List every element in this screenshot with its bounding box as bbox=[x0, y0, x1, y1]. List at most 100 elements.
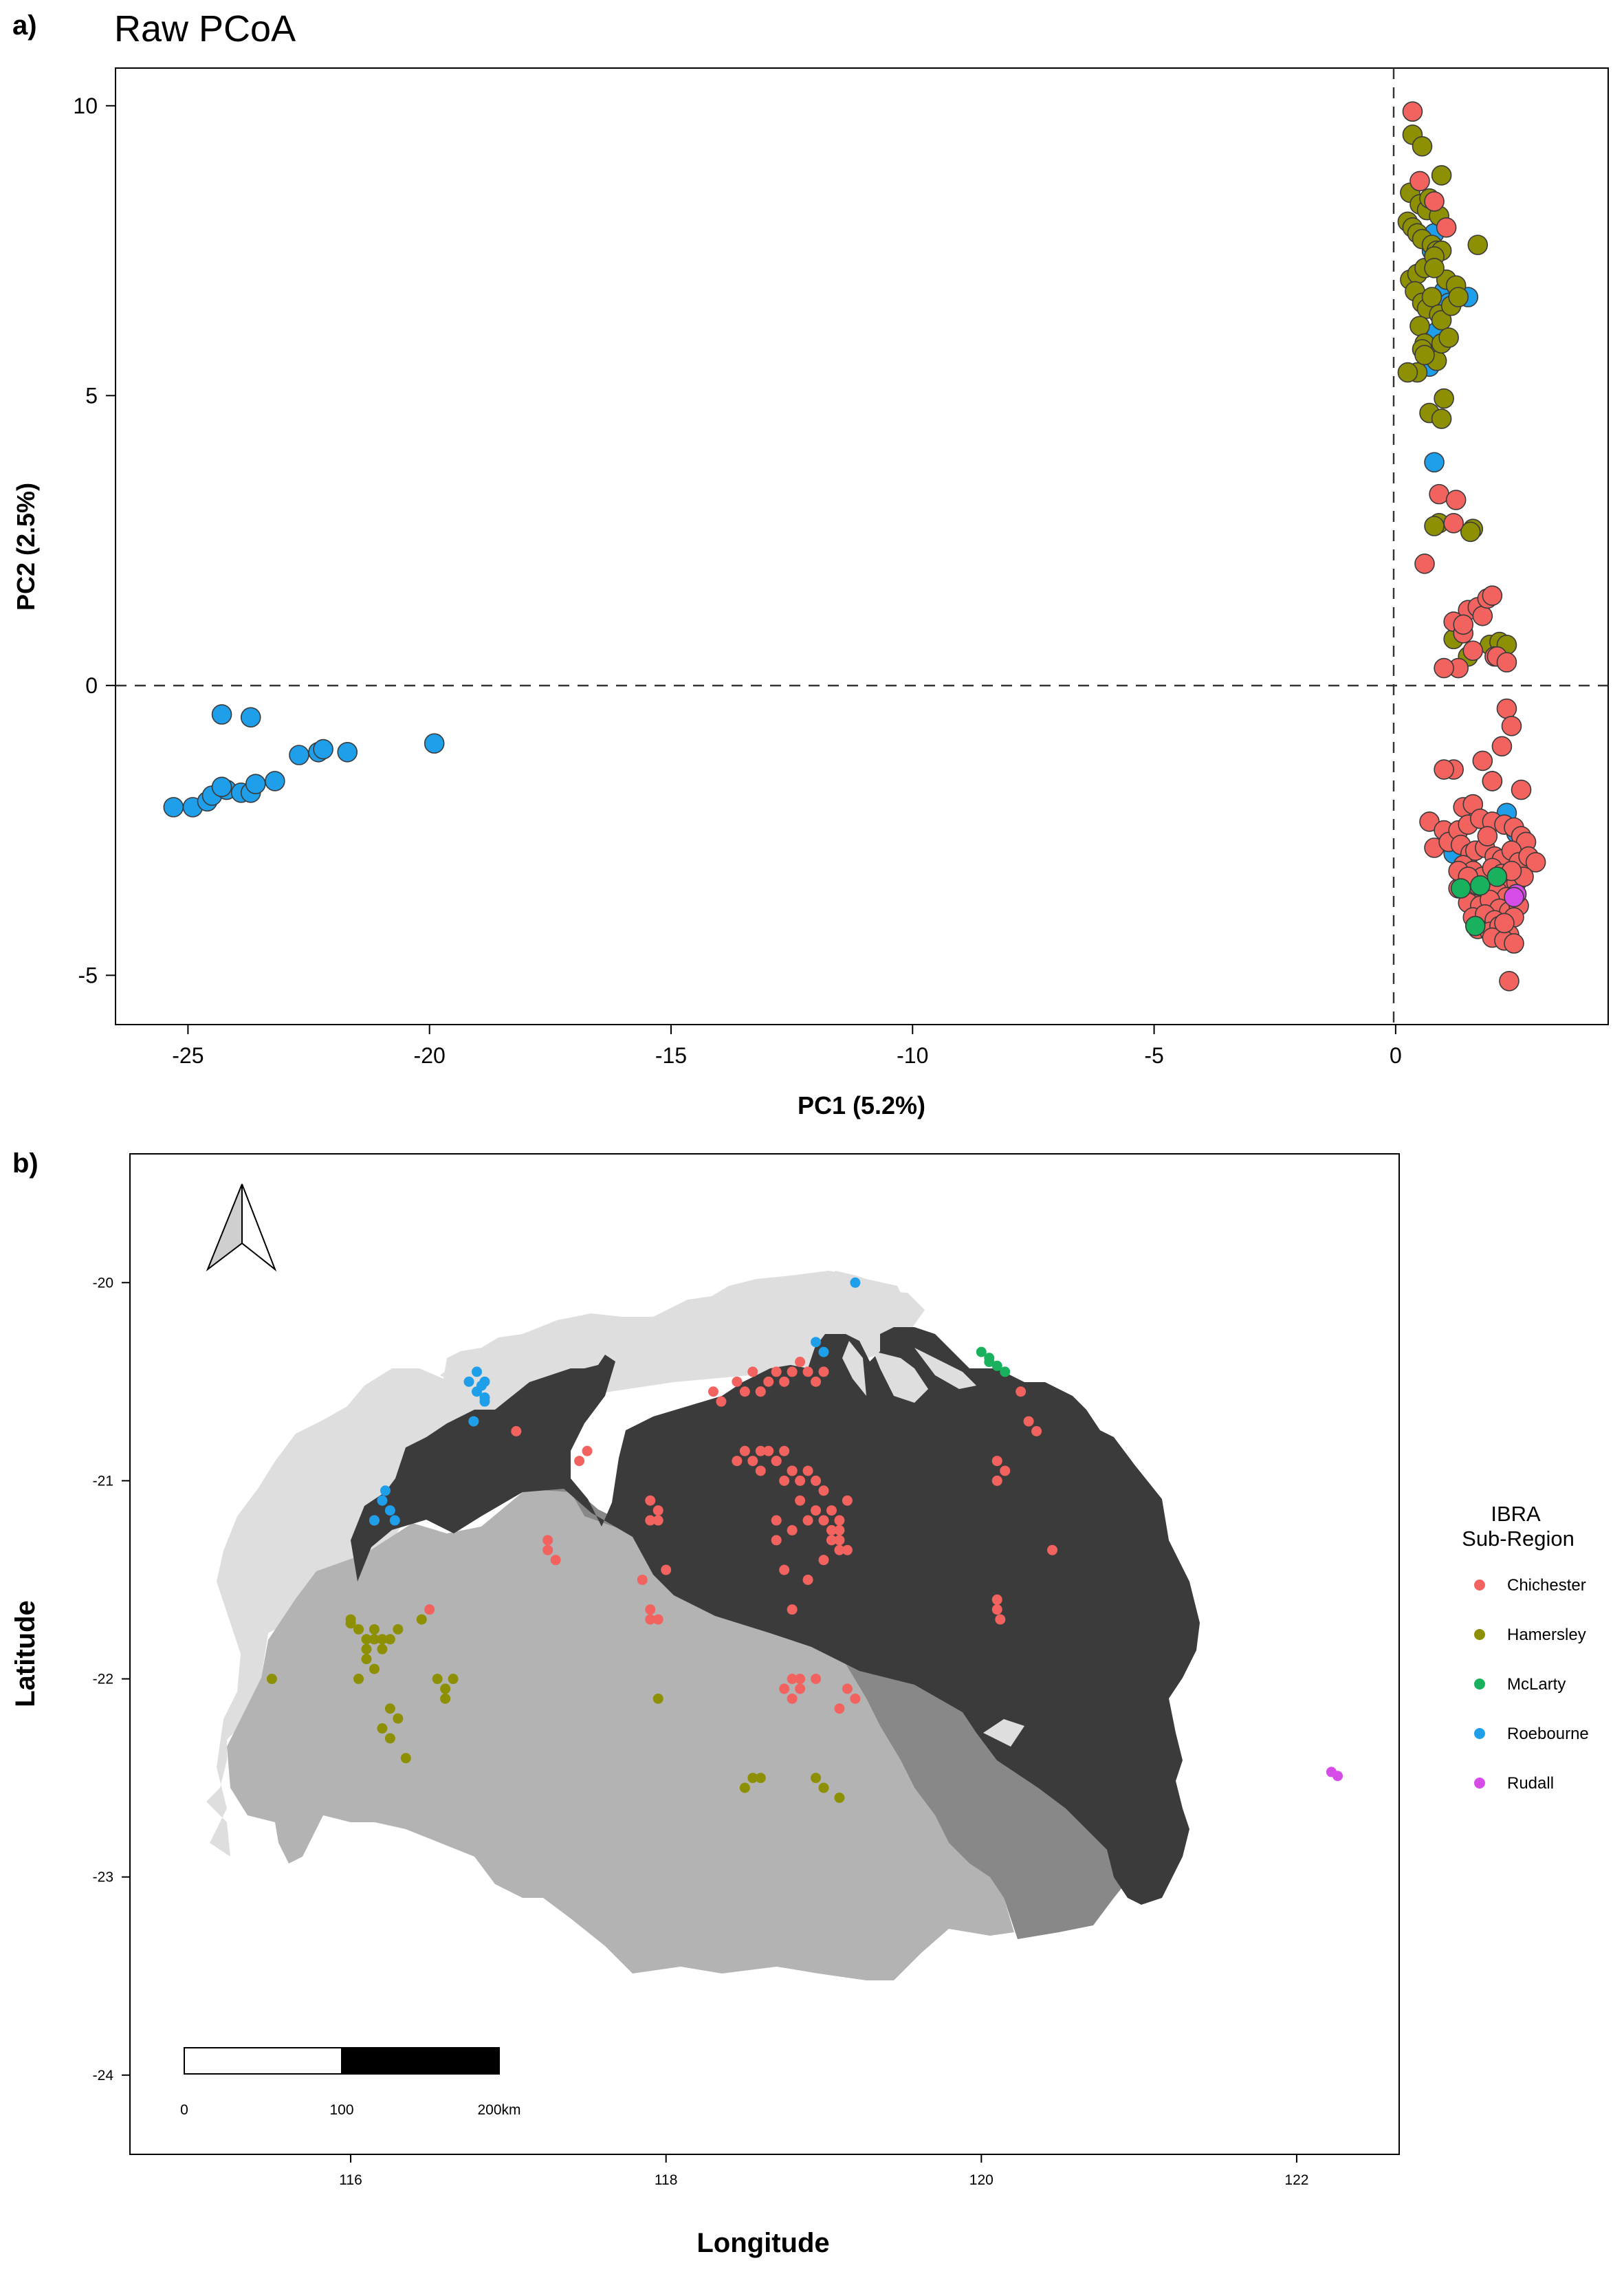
legend-swatch-mclarty bbox=[1474, 1679, 1485, 1690]
legend-swatch-rudall bbox=[1474, 1778, 1485, 1789]
pcoa-point bbox=[1482, 771, 1503, 791]
map-point bbox=[542, 1544, 553, 1555]
map-point bbox=[818, 1346, 829, 1357]
map-point bbox=[361, 1643, 372, 1654]
pcoa-point bbox=[337, 741, 358, 763]
pcoa-point bbox=[1470, 875, 1491, 896]
map-x-label: Longitude bbox=[696, 2228, 829, 2258]
pcoa-point bbox=[1482, 585, 1503, 606]
pcoa-point bbox=[1496, 698, 1517, 719]
legend-label-chichester: Chichester bbox=[1507, 1576, 1586, 1595]
map-point bbox=[266, 1674, 277, 1685]
panel-a-tag: a) bbox=[12, 10, 37, 41]
map-point bbox=[818, 1485, 829, 1496]
map-point bbox=[779, 1475, 790, 1486]
panel-b: b) 0 100 200 bbox=[10, 1148, 1589, 2258]
map-y-tick-label: -24 bbox=[93, 2068, 114, 2084]
pcoa-point bbox=[1499, 970, 1519, 992]
map-point bbox=[1047, 1544, 1058, 1555]
map-point bbox=[991, 1360, 1002, 1371]
pcoa-point bbox=[1412, 136, 1433, 157]
map-point bbox=[471, 1366, 482, 1377]
pcoa-x-tick-label: -20 bbox=[414, 1043, 446, 1068]
map-point bbox=[771, 1366, 782, 1377]
panel-b-tag: b) bbox=[12, 1148, 39, 1179]
map-point bbox=[795, 1683, 806, 1694]
legend-swatch-hamersley bbox=[1474, 1629, 1485, 1640]
map-point bbox=[652, 1515, 663, 1526]
pcoa-y-tick-label: -5 bbox=[78, 963, 98, 987]
pcoa-point bbox=[1402, 101, 1423, 122]
map-x-axis: 116 118 120 122 bbox=[339, 2154, 1308, 2188]
pcoa-x-tick-label: -15 bbox=[655, 1043, 687, 1068]
map-point bbox=[795, 1475, 806, 1486]
pcoa-title: Raw PCoA bbox=[114, 8, 296, 50]
map-point bbox=[1023, 1416, 1034, 1427]
map-point bbox=[732, 1376, 743, 1387]
map-point bbox=[818, 1515, 829, 1526]
map-point bbox=[353, 1623, 364, 1635]
map-y-tick-label: -22 bbox=[93, 1672, 113, 1687]
map-point bbox=[550, 1555, 561, 1566]
map-point bbox=[369, 1634, 380, 1645]
scale-bar: 0 100 200km bbox=[180, 2047, 521, 2118]
map-point bbox=[400, 1753, 411, 1764]
map-point bbox=[1031, 1425, 1042, 1436]
pcoa-point bbox=[163, 797, 184, 818]
pcoa-point bbox=[1429, 483, 1449, 505]
map-point bbox=[369, 1515, 380, 1526]
map-point bbox=[476, 1380, 487, 1391]
map-point bbox=[645, 1604, 656, 1615]
map-point bbox=[991, 1475, 1002, 1486]
map-point bbox=[834, 1535, 845, 1546]
map-point bbox=[811, 1376, 822, 1387]
pcoa-point bbox=[1414, 553, 1435, 574]
map-point bbox=[984, 1353, 995, 1364]
pcoa-y-tick-label: 10 bbox=[73, 94, 98, 118]
pcoa-x-label: PC1 (5.2%) bbox=[798, 1091, 925, 1119]
map-point bbox=[802, 1515, 813, 1526]
pcoa-series-roebourne bbox=[163, 223, 1527, 901]
map-point bbox=[771, 1515, 782, 1526]
legend-swatch-chichester bbox=[1474, 1579, 1485, 1590]
map-point bbox=[645, 1495, 656, 1506]
scale-label-0: 0 bbox=[180, 2102, 188, 2118]
map-point bbox=[779, 1683, 790, 1694]
map-point bbox=[652, 1693, 663, 1704]
map-point bbox=[834, 1524, 845, 1535]
map-point bbox=[384, 1703, 395, 1714]
map-point bbox=[802, 1574, 813, 1585]
map-point bbox=[361, 1654, 372, 1665]
pcoa-x-tick-label: -10 bbox=[897, 1043, 928, 1068]
pcoa-x-tick-label: 0 bbox=[1390, 1043, 1402, 1068]
pcoa-point bbox=[1443, 512, 1464, 534]
legend-title: IBRA Sub-Region bbox=[1462, 1502, 1574, 1551]
map-point bbox=[811, 1475, 822, 1486]
pcoa-point bbox=[1504, 933, 1524, 954]
pcoa-x-tick-label: -5 bbox=[1144, 1043, 1163, 1068]
pcoa-y-tick-label: 0 bbox=[85, 673, 98, 698]
scale-label-100: 100 bbox=[329, 2102, 353, 2118]
map-point bbox=[842, 1683, 853, 1694]
map-point bbox=[739, 1782, 750, 1793]
map-point bbox=[779, 1376, 790, 1387]
pcoa-point bbox=[1445, 490, 1467, 510]
pcoa-point bbox=[1486, 866, 1508, 887]
map-point bbox=[787, 1524, 798, 1535]
pcoa-point bbox=[1453, 614, 1474, 635]
legend-label-roebourne: Roebourne bbox=[1507, 1725, 1589, 1743]
pcoa-point bbox=[1438, 327, 1459, 348]
pcoa-point bbox=[1467, 234, 1489, 255]
pcoa-point bbox=[1448, 287, 1469, 307]
region-hamersley bbox=[227, 1482, 1014, 1980]
map-x-tick-label: 120 bbox=[969, 2172, 994, 2188]
pcoa-point bbox=[1424, 191, 1445, 212]
map-point bbox=[369, 1663, 380, 1674]
pcoa-point bbox=[313, 739, 333, 760]
map-series-roebourne bbox=[369, 1277, 861, 1526]
map-point bbox=[747, 1773, 758, 1784]
map-point bbox=[991, 1456, 1002, 1467]
map-point bbox=[637, 1574, 648, 1585]
map-point bbox=[763, 1445, 774, 1456]
map-point bbox=[432, 1674, 443, 1685]
